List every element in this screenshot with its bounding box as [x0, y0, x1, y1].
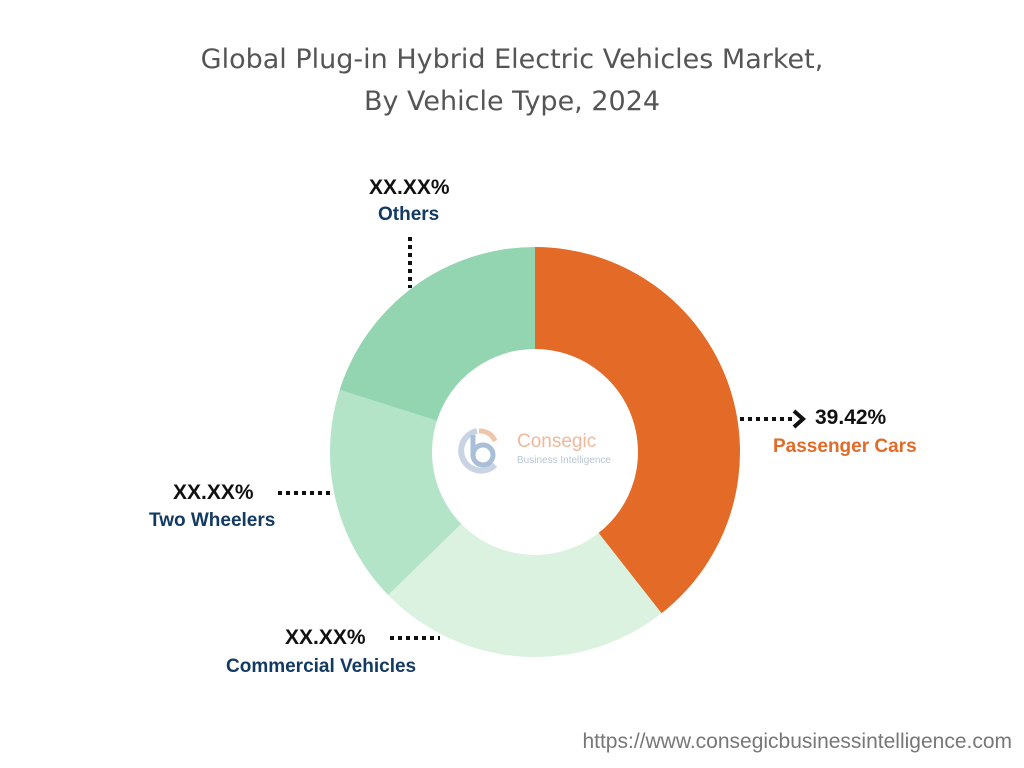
slice-others [339, 247, 535, 421]
label-value-commercial-vehicles: XX.XX% [285, 626, 366, 649]
label-name-passenger-cars: Passenger Cars [773, 436, 917, 457]
logo-name: Consegic [517, 431, 597, 452]
chart-title: Global Plug-in Hybrid Electric Vehicles … [200, 44, 824, 75]
label-value-two-wheelers: XX.XX% [173, 481, 254, 504]
consegic-logo: Consegic Business Intelligence [455, 425, 615, 484]
label-name-others: Others [378, 204, 440, 225]
slice-passenger-cars [535, 247, 741, 614]
footer-url: https://www.consegicbusinessintelligence… [582, 730, 1012, 753]
leader-lines [278, 237, 807, 640]
logo-tagline: Business Intelligence [517, 455, 611, 466]
label-value-others: XX.XX% [369, 176, 450, 199]
label-name-two-wheelers: Two Wheelers [149, 510, 276, 531]
arrow-icon [792, 409, 807, 429]
label-value-passenger-cars: 39.42% [815, 406, 887, 429]
label-name-commercial-vehicles: Commercial Vehicles [226, 656, 417, 677]
chart-subtitle: By Vehicle Type, 2024 [363, 86, 661, 117]
slice-two-wheelers [330, 389, 462, 596]
slice-commercial-vehicles [388, 523, 662, 657]
